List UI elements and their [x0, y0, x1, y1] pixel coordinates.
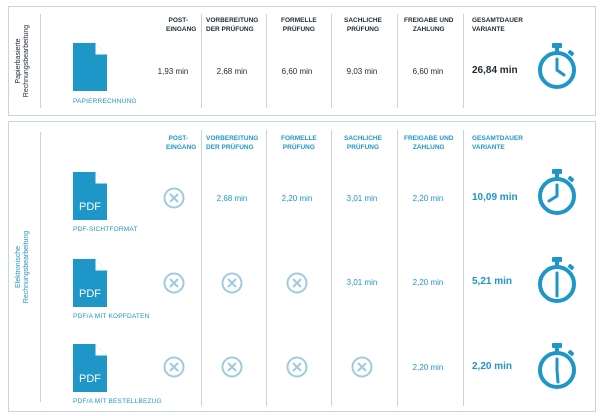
row-label-pdfa-kopfdaten: PDF/A MIT KOPFDATEN	[73, 313, 150, 320]
not-applicable-icon	[163, 356, 185, 378]
header-freigabe: Freigabe und Zahlung	[404, 135, 454, 151]
header-gesamtdauer: Gesamtdauer Variante	[472, 17, 523, 33]
cell-freigabe: 2,20 min	[412, 278, 444, 287]
cell-formelle: 6,60 min	[281, 67, 313, 76]
not-applicable-icon	[286, 356, 308, 378]
not-applicable-icon	[221, 272, 243, 294]
electronic-section-label-wrap: Elektronische Rechnungsbearbeitung	[14, 121, 32, 412]
paper-section-label-wrap: Papierbasierte Rechnungsbearbeitung	[14, 6, 32, 116]
pdf-document-icon: PDF	[73, 344, 107, 392]
stopwatch-icon	[538, 169, 576, 215]
divider	[40, 132, 41, 402]
header-post-eingang: Post- eingang	[166, 17, 197, 33]
paper-invoice-icon	[73, 43, 107, 91]
column-divider	[266, 130, 267, 406]
header-sachliche: Sachliche Prüfung	[344, 135, 382, 151]
header-sachliche: Sachliche Prüfung	[344, 17, 382, 33]
pdf-document-icon: PDF	[73, 172, 107, 220]
column-divider	[397, 14, 398, 108]
column-divider	[201, 14, 202, 108]
header-formelle: Formelle Prüfung	[281, 17, 317, 33]
pdf-document-icon: PDF	[73, 259, 107, 307]
cell-formelle: 2,20 min	[281, 194, 313, 203]
cell-gesamtdauer: 5,21 min	[472, 276, 513, 287]
electronic-section	[8, 121, 596, 412]
column-divider	[201, 130, 202, 406]
cell-sachliche: 3,01 min	[346, 278, 378, 287]
header-formelle: Formelle Prüfung	[281, 135, 317, 151]
cell-freigabe: 2,20 min	[412, 363, 444, 372]
stopwatch-icon	[538, 343, 576, 389]
cell-gesamtdauer: 2,20 min	[472, 361, 513, 372]
cell-freigabe: 2,20 min	[412, 194, 444, 203]
svg-text:PDF: PDF	[79, 373, 101, 385]
svg-text:PDF: PDF	[79, 201, 101, 213]
row-label-pdfa-bestellbezug: PDF/A MIT BESTELLBEZUG	[73, 398, 162, 405]
header-freigabe: Freigabe und Zahlung	[404, 17, 454, 33]
not-applicable-icon	[351, 356, 373, 378]
column-divider	[331, 14, 332, 108]
stopwatch-icon	[538, 43, 576, 89]
not-applicable-icon	[221, 356, 243, 378]
stopwatch-icon	[538, 257, 576, 303]
cell-vorbereitung: 2,68 min	[216, 194, 248, 203]
column-divider	[266, 14, 267, 108]
column-divider	[463, 14, 464, 108]
cell-freigabe: 6,60 min	[412, 67, 444, 76]
column-divider	[397, 130, 398, 406]
svg-text:PDF: PDF	[79, 288, 101, 300]
divider	[40, 14, 41, 108]
cell-vorbereitung: 2,68 min	[216, 67, 248, 76]
cell-post-eingang: 1,93 min	[157, 67, 189, 76]
cell-sachliche: 9,03 min	[346, 67, 378, 76]
paper-section	[8, 6, 596, 116]
not-applicable-icon	[163, 272, 185, 294]
column-divider	[331, 130, 332, 406]
not-applicable-icon	[163, 187, 185, 209]
header-vorbereitung: Vorbereitung der Prüfung	[206, 17, 259, 33]
paper-section-label: Papierbasierte Rechnungsbearbeitung	[15, 24, 31, 98]
cell-gesamtdauer: 10,09 min	[472, 192, 518, 203]
header-post-eingang: Post- eingang	[166, 135, 197, 151]
cell-sachliche: 3,01 min	[346, 194, 378, 203]
cell-gesamtdauer: 26,84 min	[472, 65, 518, 76]
row-label-papierrechnung: PAPIERRECHNUNG	[73, 98, 137, 105]
header-vorbereitung: Vorbereitung der Prüfung	[206, 135, 259, 151]
header-gesamtdauer: Gesamtdauer Variante	[472, 135, 523, 151]
electronic-section-label: Elektronische Rechnungsbearbeitung	[15, 230, 31, 303]
column-divider	[463, 130, 464, 406]
row-label-pdf-sichtformat: PDF-SICHTFORMAT	[73, 226, 138, 233]
not-applicable-icon	[286, 272, 308, 294]
